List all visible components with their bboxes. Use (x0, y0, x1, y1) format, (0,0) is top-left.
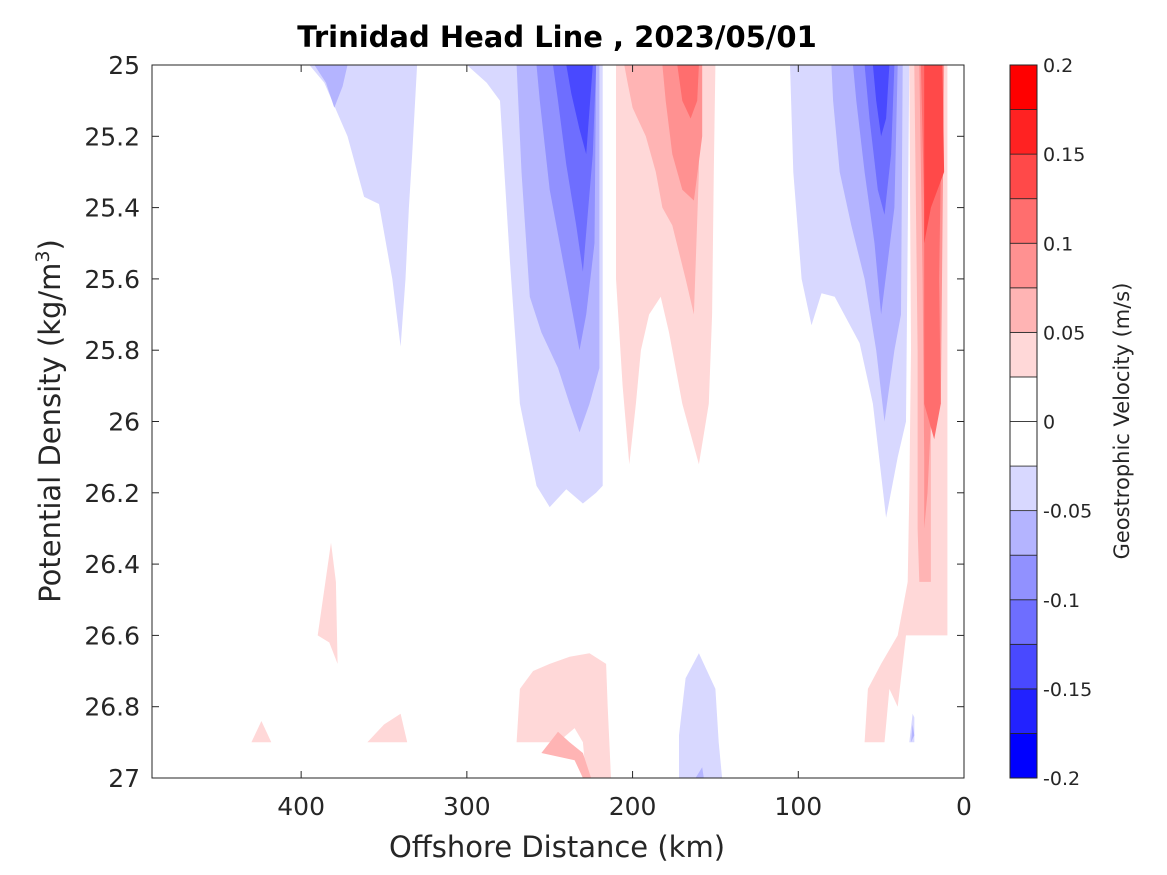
contour-pos-deep-240km-b (541, 731, 592, 778)
x-axis-title: Offshore Distance (km) (389, 830, 725, 864)
colorbar-tick-label: 0.15 (1043, 144, 1085, 166)
contour-neg-5-230km (566, 65, 593, 155)
colorbar-tick-label: 0 (1043, 412, 1055, 434)
y-tick-label: 26.2 (84, 479, 140, 508)
y-axis-title-sup: 3 (32, 250, 54, 262)
contour-pos-deep-240km (516, 653, 611, 778)
plot-area: 400 300 200 100 0 25 25.2 25.4 25.6 25.8 26 26.2 26… (84, 51, 972, 821)
colorbar-band (1009, 109, 1038, 155)
contour-pos-4-170km (677, 65, 699, 119)
colorbar-band (1009, 688, 1038, 734)
colorbar-band (1009, 510, 1038, 556)
colorbar-tick-label: 0.05 (1043, 322, 1085, 344)
x-tick-label: 200 (609, 792, 657, 821)
colorbar-band (1009, 242, 1038, 289)
y-axis-title: Potential Density (kg/m3) (32, 239, 67, 603)
x-tick-label: 400 (277, 792, 325, 821)
y-tick-label: 27 (108, 764, 140, 793)
colorbar: -0.2 -0.15 -0.1 -0.05 0 0.05 0.1 0.15 0.2 Geostr… (1009, 55, 1134, 790)
contour-pos-5-coast (924, 65, 945, 244)
contour-pos-deep-380km (317, 542, 338, 664)
contour-pos-deep-420km (251, 721, 272, 743)
y-axis-title-close: ) (33, 239, 67, 250)
y-axis-title-main: Potential Density (kg/m (33, 263, 67, 603)
y-tick-label: 25.8 (84, 336, 140, 365)
y-tick-label: 25.2 (84, 122, 140, 151)
y-ticks: 25 25.2 25.4 25.6 25.8 26 26.2 26.4 26.6 26.8 27 (84, 51, 964, 793)
x-tick-label: 300 (443, 792, 491, 821)
colorbar-band (1009, 599, 1038, 645)
colorbar-band (1009, 198, 1038, 244)
y-tick-label: 25.4 (84, 194, 140, 223)
y-tick-label: 25 (108, 51, 140, 80)
colorbar-band (1009, 733, 1038, 779)
chart-title: Trinidad Head Line , 2023/05/01 (297, 20, 817, 54)
colorbar-tick-label: -0.15 (1043, 679, 1092, 701)
contour-neg-2-390km (307, 65, 348, 108)
colorbar-band (1009, 376, 1038, 422)
colorbar-band (1009, 64, 1038, 110)
colorbar-band (1009, 421, 1038, 467)
y-tick-label: 26 (108, 408, 140, 437)
x-ticks: 400 300 200 100 0 (277, 65, 972, 821)
colorbar-band (1009, 331, 1038, 378)
x-tick-label: 100 (774, 792, 822, 821)
colorbar-tick-label: 0.1 (1043, 233, 1073, 255)
colorbar-band (1009, 465, 1038, 512)
colorbar-title: Geostrophic Velocity (m/s) (1110, 283, 1134, 560)
y-tick-label: 25.6 (84, 265, 140, 294)
y-tick-label: 26.4 (84, 550, 140, 579)
colorbar-band (1009, 153, 1038, 200)
colorbar-tick-label: 0.2 (1043, 55, 1073, 77)
contour-neg-1-400km (306, 65, 418, 347)
colorbar-bands (1009, 64, 1038, 779)
colorbar-band (1009, 554, 1038, 601)
y-tick-label: 26.8 (84, 693, 140, 722)
contour-neg-deep-160km-b (695, 767, 704, 778)
contour-neg-5-50km (872, 65, 890, 137)
colorbar-band (1009, 287, 1038, 333)
contour-neg-deep-30km-b (911, 724, 915, 743)
contour-layer (251, 65, 948, 778)
colorbar-band (1009, 643, 1038, 690)
colorbar-ticks: -0.2 -0.15 -0.1 -0.05 0 0.05 0.1 0.15 0.2 (1043, 55, 1092, 790)
contour-pos-deep-350km (367, 713, 408, 743)
x-tick-label: 0 (956, 792, 972, 821)
colorbar-tick-label: -0.2 (1043, 768, 1080, 790)
contour-neg-deep-160km (679, 653, 723, 778)
colorbar-tick-label: -0.05 (1043, 501, 1092, 523)
colorbar-frame (1009, 64, 1038, 779)
colorbar-tick-label: -0.1 (1043, 590, 1080, 612)
y-tick-label: 26.6 (84, 621, 140, 650)
